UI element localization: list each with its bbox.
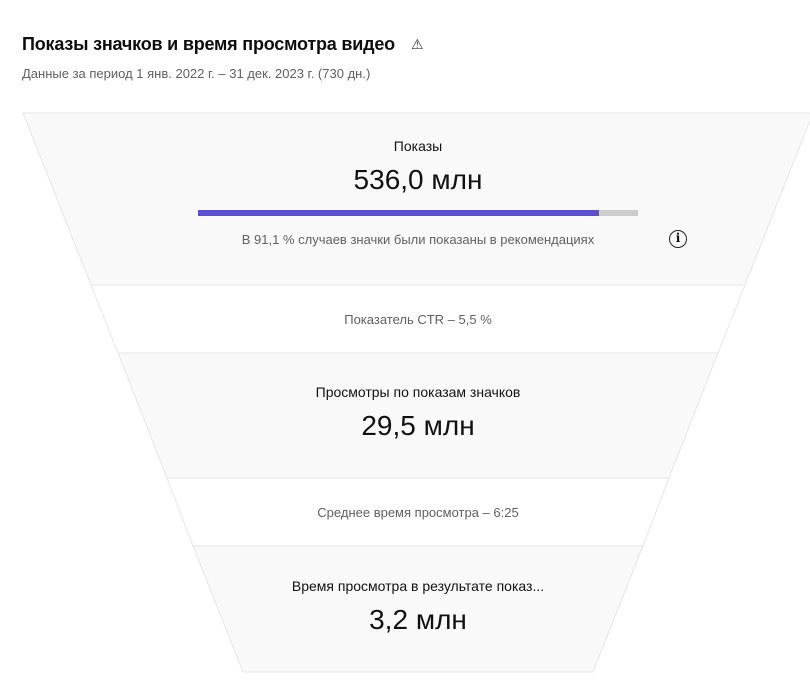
warning-triangle-icon[interactable]: ⚠ [410,36,424,52]
ctr-text: Показатель CTR – 5,5 % [344,312,492,327]
page-title: Показы значков и время просмотра видео ⚠ [22,34,424,55]
views-label: Просмотры по показам значков [315,384,521,400]
impressions-label: Показы [393,138,443,154]
watch-time-value: 3,2 млн [369,604,467,635]
views-value: 29,5 млн [361,410,475,441]
watch-time-label: Время просмотра в результате показ... [291,578,545,594]
recommendation-share-bar [198,210,638,216]
recommendation-share-bar-fill [198,210,599,216]
impressions-caption: В 91,1 % случаев значки были показаны в … [241,232,595,247]
title-text: Показы значков и время просмотра видео [22,34,395,54]
funnel-section-watch-time [192,545,644,673]
impressions-value: 536,0 млн [353,164,483,195]
info-icon[interactable]: i [669,230,687,248]
avg-view-duration-text: Среднее время просмотра – 6:25 [317,505,519,520]
date-range-subtitle: Данные за период 1 янв. 2022 г. – 31 дек… [22,66,371,81]
